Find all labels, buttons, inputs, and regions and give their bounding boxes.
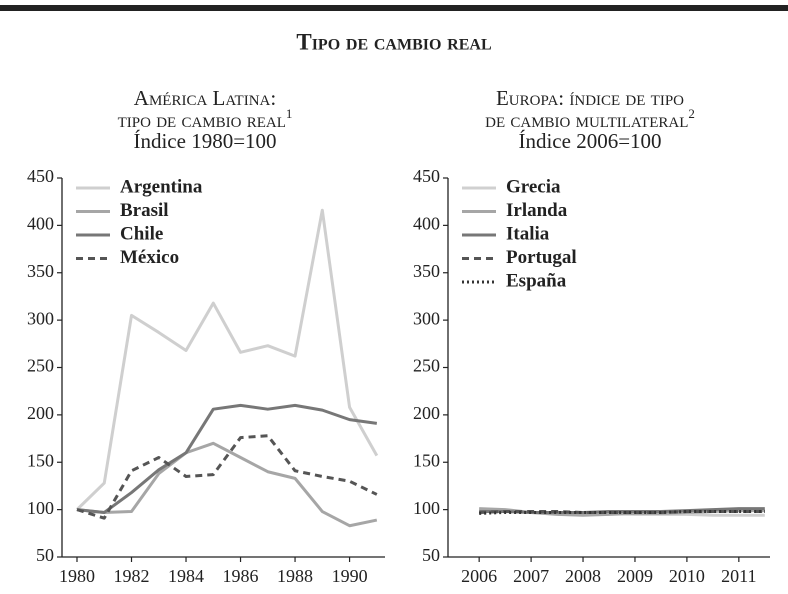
y-tick-label: 50 xyxy=(36,545,54,565)
x-tick-label: 1984 xyxy=(168,566,204,586)
y-tick-label: 400 xyxy=(413,214,440,234)
x-tick-label: 2007 xyxy=(513,566,549,586)
x-tick-label: 1980 xyxy=(59,566,95,586)
x-tick-label: 2011 xyxy=(721,566,756,586)
top-rule xyxy=(0,5,788,11)
series-line xyxy=(75,208,379,511)
y-tick-label: 350 xyxy=(27,261,54,281)
y-tick-label: 450 xyxy=(413,166,440,186)
y-tick-label: 50 xyxy=(422,545,440,565)
x-tick-label: 2009 xyxy=(617,566,653,586)
legend-label: Portugal xyxy=(506,247,577,268)
chart-title-text: de cambio multilateral xyxy=(485,108,688,132)
series-line xyxy=(76,434,378,520)
y-tick-label: 150 xyxy=(27,450,54,470)
y-tick-label: 400 xyxy=(27,214,54,234)
chart-title-line: Europa: índice de tipo xyxy=(496,86,684,110)
x-tick-label: 1988 xyxy=(277,566,313,586)
chart-title-line: América Latina: xyxy=(134,86,276,110)
y-tick-label: 200 xyxy=(413,403,440,423)
chart-title-line: de cambio multilateral2 xyxy=(485,106,695,132)
y-tick-label: 450 xyxy=(27,166,54,186)
legend-label: Italia xyxy=(506,223,550,244)
chart-title-text: tipo de cambio real xyxy=(118,108,286,132)
x-tick-label: 1990 xyxy=(332,566,368,586)
series-line xyxy=(76,403,378,514)
chart-subtitle: Índice 1980=100 xyxy=(133,129,276,153)
y-tick-label: 350 xyxy=(413,261,440,281)
legend-label: México xyxy=(120,247,179,268)
series-line xyxy=(76,441,378,528)
chart-subtitle: Índice 2006=100 xyxy=(518,129,661,153)
legend-label: Grecia xyxy=(506,176,561,197)
legend-label: Argentina xyxy=(120,176,203,197)
y-tick-label: 200 xyxy=(27,403,54,423)
y-tick-label: 300 xyxy=(413,308,440,328)
series-line xyxy=(479,507,765,514)
legend-label: España xyxy=(506,270,567,291)
figure-title: Tipo de cambio real xyxy=(296,29,491,54)
legend-label: Brasil xyxy=(120,200,169,221)
x-tick-label: 2008 xyxy=(565,566,601,586)
x-tick-label: 2006 xyxy=(461,566,497,586)
footnote-marker: 1 xyxy=(286,106,293,121)
x-tick-label: 1982 xyxy=(114,566,150,586)
x-tick-label: 1986 xyxy=(223,566,259,586)
chart-title-line: tipo de cambio real1 xyxy=(118,106,293,132)
y-tick-label: 100 xyxy=(413,498,440,518)
legend-label: Chile xyxy=(120,223,163,244)
y-tick-label: 250 xyxy=(413,356,440,376)
y-tick-label: 250 xyxy=(27,356,54,376)
x-tick-label: 2010 xyxy=(669,566,705,586)
y-tick-label: 100 xyxy=(27,498,54,518)
y-tick-label: 150 xyxy=(413,450,440,470)
footnote-marker: 2 xyxy=(688,106,695,121)
legend-label: Irlanda xyxy=(506,200,568,221)
y-tick-label: 300 xyxy=(27,308,54,328)
